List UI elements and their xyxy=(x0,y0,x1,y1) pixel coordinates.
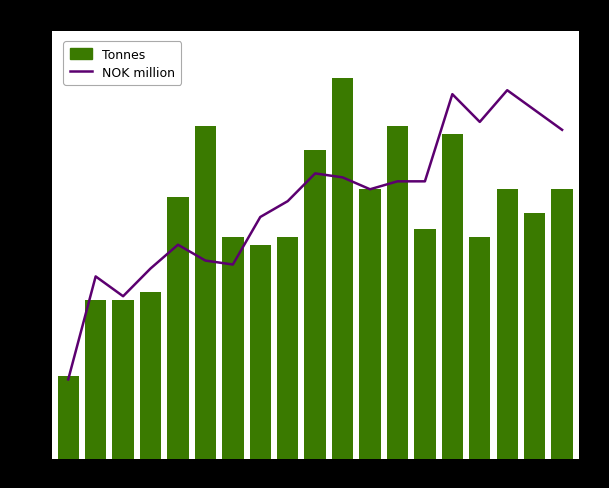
Bar xyxy=(469,237,490,459)
Bar xyxy=(332,79,353,459)
Bar xyxy=(195,126,216,459)
Bar xyxy=(496,190,518,459)
Bar xyxy=(57,376,79,459)
Bar xyxy=(250,245,271,459)
Bar xyxy=(140,293,161,459)
Bar xyxy=(414,229,435,459)
Bar xyxy=(524,214,545,459)
Bar xyxy=(222,237,244,459)
Bar xyxy=(113,301,134,459)
Bar xyxy=(359,190,381,459)
Bar xyxy=(167,198,189,459)
Legend: Tonnes, NOK million: Tonnes, NOK million xyxy=(63,42,181,85)
Bar xyxy=(442,135,463,459)
Bar xyxy=(551,190,573,459)
Bar xyxy=(85,301,107,459)
Bar xyxy=(387,126,408,459)
Bar xyxy=(277,237,298,459)
Bar xyxy=(304,150,326,459)
